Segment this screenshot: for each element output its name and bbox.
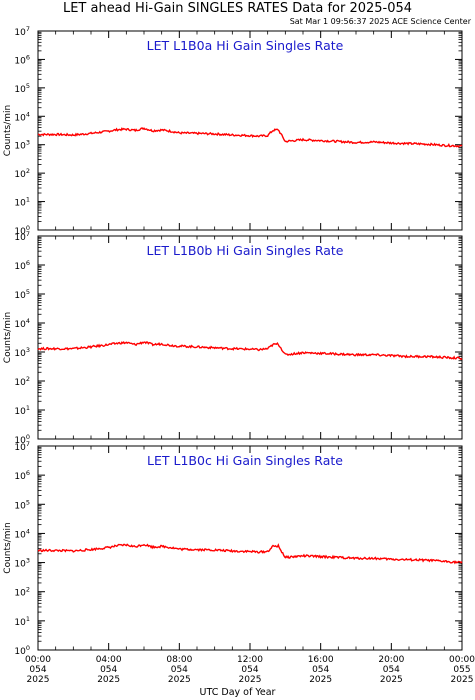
x-tick-label: 00:00 xyxy=(25,655,51,665)
y-tick-label: 106 xyxy=(14,53,30,66)
y-axis-label: Counts/min xyxy=(3,105,13,156)
y-tick-label: 104 xyxy=(14,527,30,540)
x-tick-label: 12:00 xyxy=(237,655,263,665)
x-tick-label: 054 xyxy=(100,665,117,675)
x-tick-label: 2025 xyxy=(451,675,474,685)
y-tick-label: 105 xyxy=(14,82,30,95)
y-axis-label: Counts/min xyxy=(3,522,13,573)
x-tick-label: 054 xyxy=(312,665,329,675)
y-tick-label: 103 xyxy=(14,346,30,359)
x-tick-label: 04:00 xyxy=(96,655,122,665)
panel-title: LET L1B0b Hi Gain Singles Rate xyxy=(147,243,344,258)
series-line xyxy=(37,340,463,361)
x-tick-label: 20:00 xyxy=(378,655,404,665)
y-tick-label: 105 xyxy=(14,498,30,511)
x-tick-label: 054 xyxy=(171,665,188,675)
x-tick-label: 2025 xyxy=(97,675,120,685)
panel-title: LET L1B0a Hi Gain Singles Rate xyxy=(147,38,344,53)
timestamp: Sat Mar 1 09:56:37 2025 ACE Science Cent… xyxy=(289,17,471,26)
y-tick-label: 101 xyxy=(14,404,30,417)
y-tick-label: 105 xyxy=(14,288,30,301)
x-tick-label: 2025 xyxy=(27,675,50,685)
y-tick-label: 103 xyxy=(14,557,30,570)
chart-title: LET ahead Hi-Gain SINGLES RATES Data for… xyxy=(62,1,413,16)
x-axis-label: UTC Day of Year xyxy=(199,687,276,698)
x-tick-label: 08:00 xyxy=(166,655,192,665)
x-tick-label: 054 xyxy=(29,665,46,675)
panel-title: LET L1B0c Hi Gain Singles Rate xyxy=(147,453,343,468)
y-tick-label: 106 xyxy=(14,259,30,272)
x-tick-label: 2025 xyxy=(168,675,191,685)
series-line xyxy=(37,543,463,565)
x-tick-label: 16:00 xyxy=(308,655,334,665)
y-tick-label: 107 xyxy=(14,440,30,453)
x-tick-label: 00:00 xyxy=(449,655,475,665)
y-tick-label: 103 xyxy=(14,139,30,152)
series-line xyxy=(37,127,463,148)
x-tick-label: 054 xyxy=(241,665,258,675)
plot-frame xyxy=(37,30,463,231)
y-tick-label: 100 xyxy=(14,644,30,657)
y-tick-label: 107 xyxy=(14,25,30,38)
plot-frame xyxy=(37,235,463,440)
y-axis-label: Counts/min xyxy=(3,312,13,363)
x-tick-label: 2025 xyxy=(380,675,403,685)
plot-frame xyxy=(37,445,463,651)
y-tick-label: 102 xyxy=(14,375,30,388)
y-tick-label: 100 xyxy=(14,433,30,446)
y-tick-label: 101 xyxy=(14,196,30,209)
x-tick-label: 2025 xyxy=(309,675,332,685)
x-tick-label: 2025 xyxy=(239,675,262,685)
y-tick-label: 104 xyxy=(14,317,30,330)
y-tick-label: 102 xyxy=(14,167,30,180)
x-tick-label: 055 xyxy=(453,665,470,675)
y-tick-label: 107 xyxy=(14,230,30,243)
y-tick-label: 102 xyxy=(14,586,30,599)
y-tick-label: 104 xyxy=(14,110,30,123)
x-tick-label: 054 xyxy=(383,665,400,675)
y-tick-label: 101 xyxy=(14,615,30,628)
y-tick-label: 106 xyxy=(14,469,30,482)
y-tick-label: 100 xyxy=(14,224,30,237)
